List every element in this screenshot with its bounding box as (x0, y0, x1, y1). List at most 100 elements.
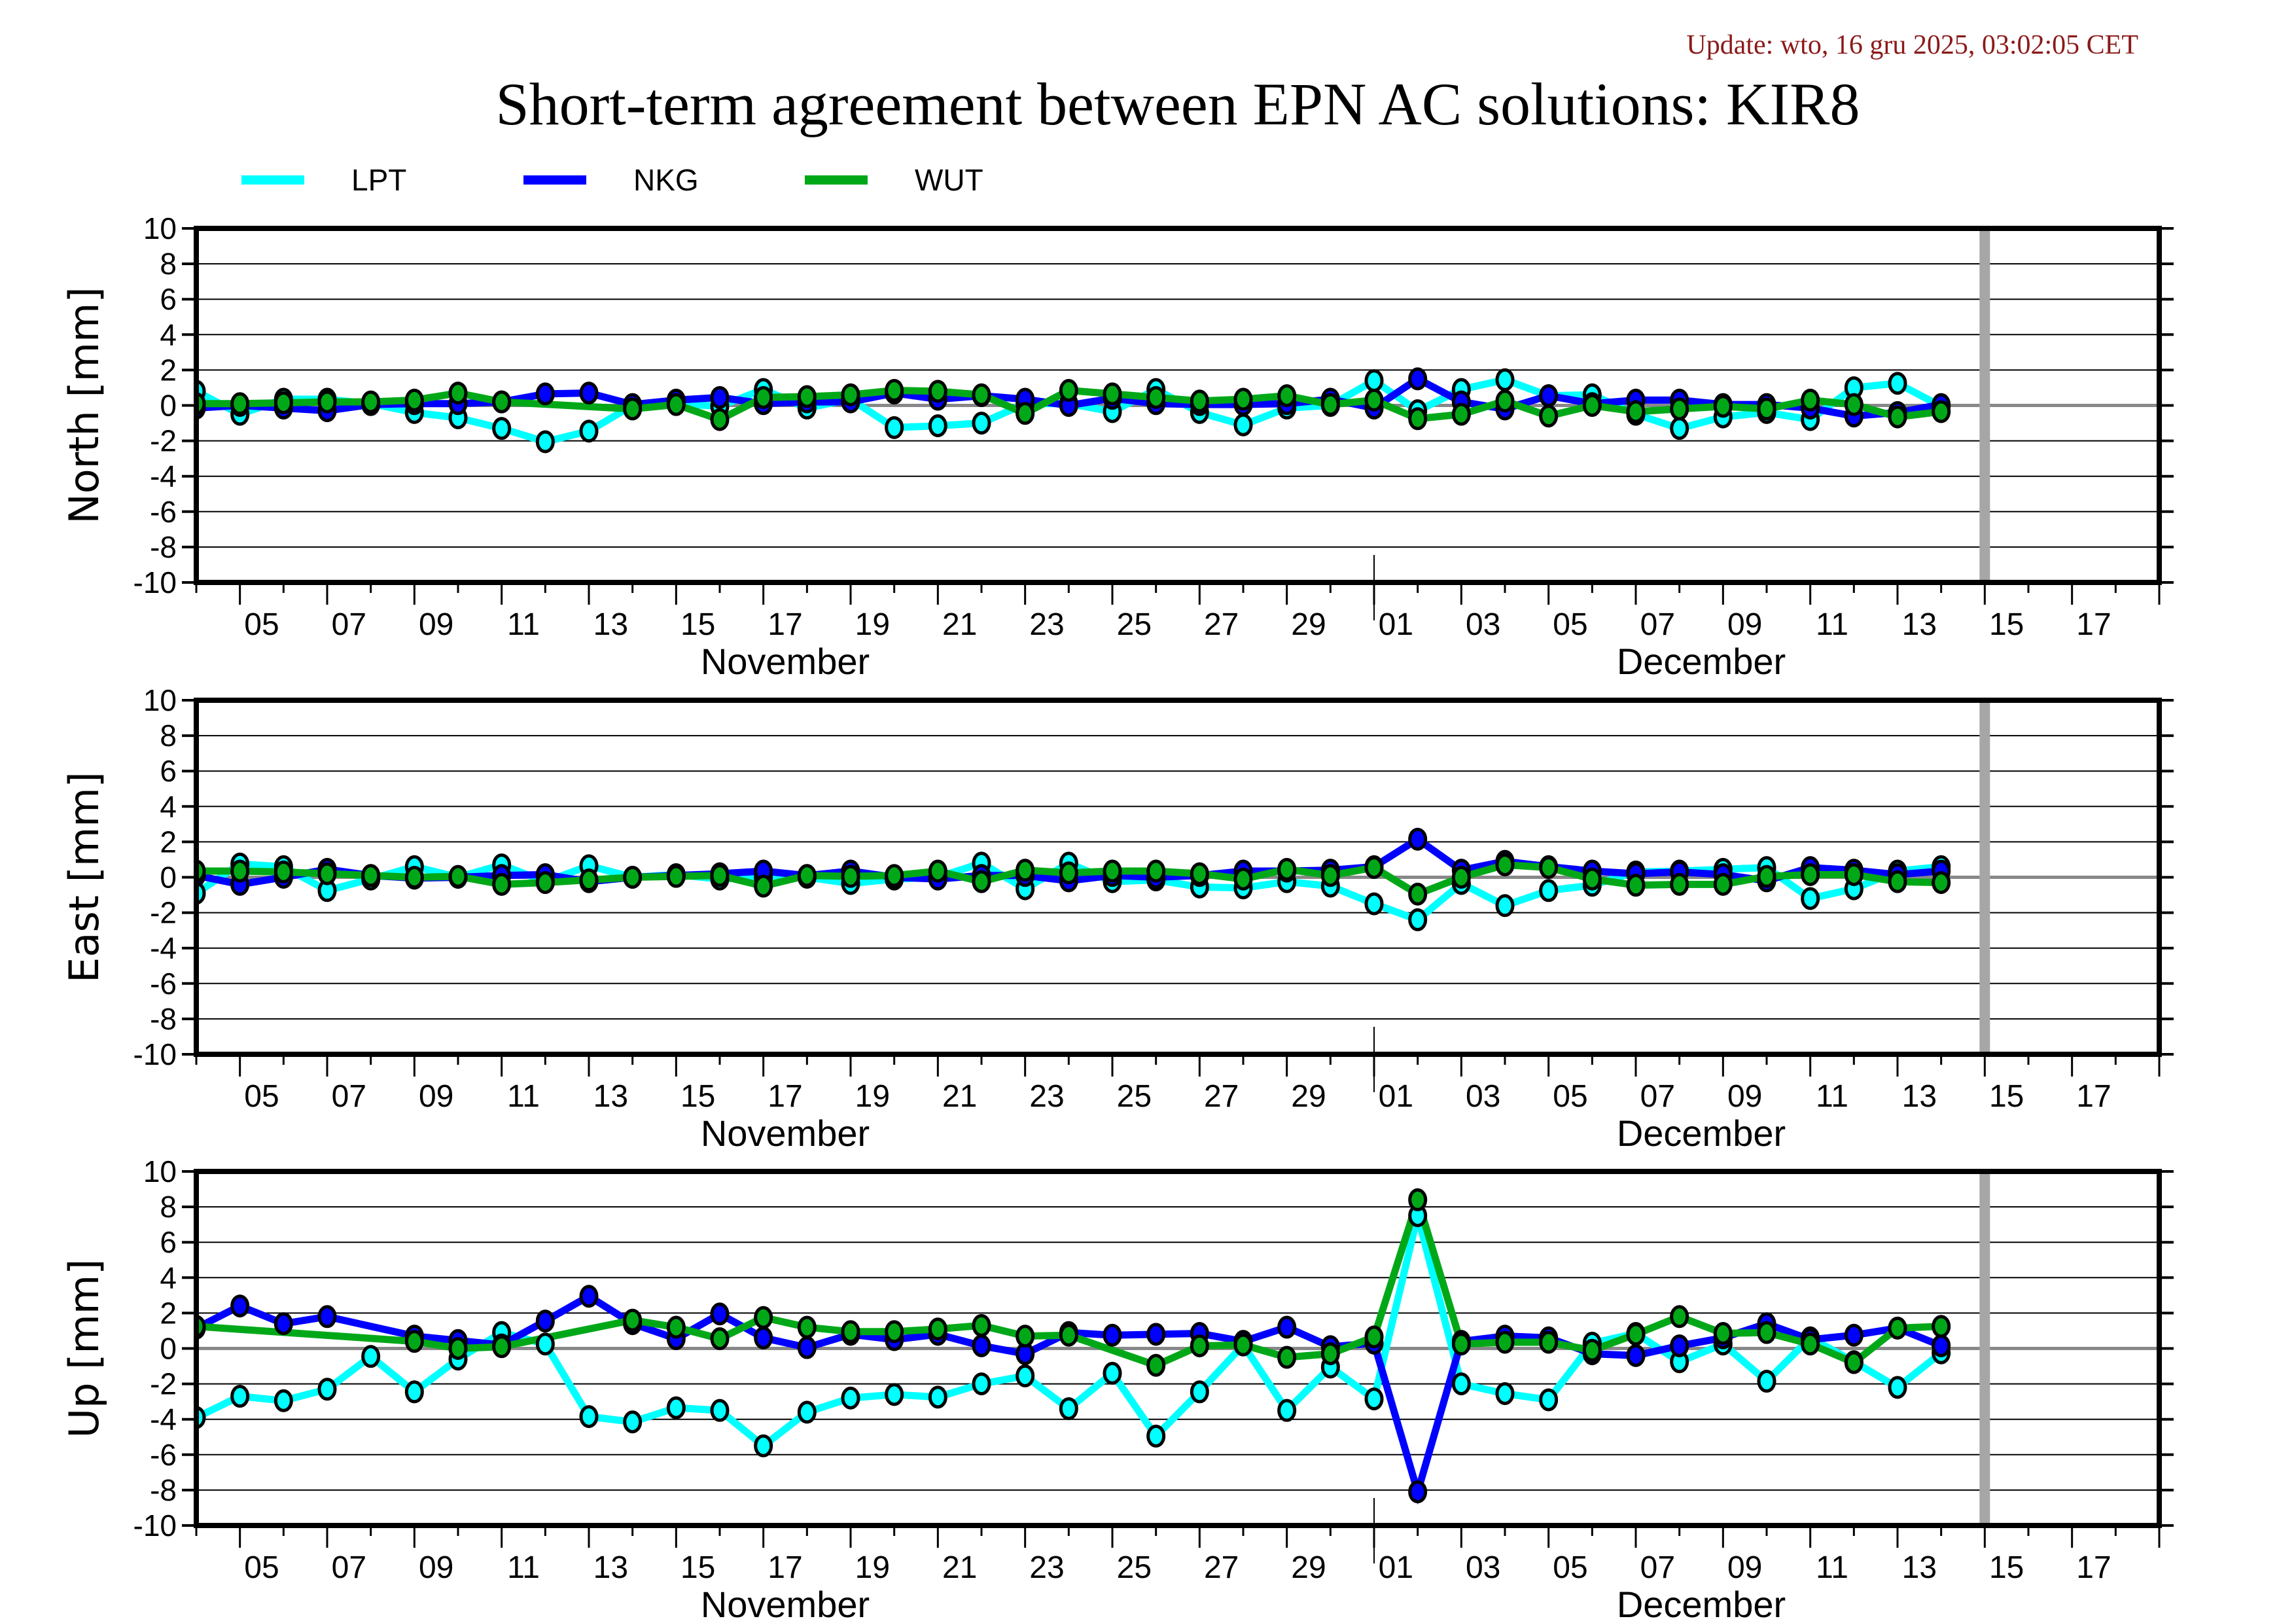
x-tick-label: 17 (768, 607, 802, 642)
data-point-lpt (1059, 1397, 1078, 1420)
data-point-nkg (535, 1310, 555, 1333)
data-point-nkg (1844, 1323, 1863, 1347)
data-point-wut (404, 866, 424, 889)
x-tick-label: 27 (1204, 1550, 1239, 1585)
data-point-wut (1408, 1188, 1428, 1211)
data-point-wut (1059, 861, 1078, 885)
data-point-wut (1016, 859, 1035, 882)
x-tick-label: 13 (1902, 607, 1937, 642)
y-tick-label: 8 (160, 1190, 177, 1224)
data-point-wut (1146, 859, 1166, 883)
data-point-wut (448, 382, 468, 405)
data-point-wut (1451, 402, 1471, 426)
data-point-lpt (1670, 417, 1689, 440)
data-point-wut (492, 390, 512, 414)
x-tick-label: 07 (332, 1079, 366, 1114)
data-point-wut (274, 860, 293, 883)
x-tick-label: 09 (419, 607, 453, 642)
y-tick-label: -4 (150, 459, 177, 493)
data-point-wut (1495, 389, 1515, 413)
x-tick-label: 19 (855, 1079, 890, 1114)
y-tick-label: 2 (160, 825, 177, 859)
x-tick-label: 15 (1989, 1550, 2024, 1585)
data-point-wut (1277, 1346, 1297, 1369)
data-point-wut (885, 1320, 904, 1344)
data-point-wut (492, 1335, 512, 1359)
data-point-nkg (972, 1334, 991, 1357)
x-tick-label: 09 (1727, 1079, 1762, 1114)
x-tick-label: 23 (1029, 1550, 1064, 1585)
data-point-wut (448, 1337, 468, 1360)
data-point-lpt (1451, 1372, 1471, 1396)
x-tick-label: 25 (1117, 1550, 1152, 1585)
plot-frame (194, 698, 2162, 1057)
data-point-wut (797, 385, 817, 408)
data-point-lpt (710, 1399, 730, 1422)
data-point-wut (1277, 384, 1297, 408)
data-point-wut (1757, 397, 1776, 421)
data-point-wut (1626, 1323, 1646, 1346)
data-point-wut (972, 383, 991, 406)
y-tick-label: -4 (150, 1402, 177, 1436)
x-tick-label: 25 (1117, 607, 1152, 642)
data-point-wut (885, 379, 904, 402)
data-point-nkg (1932, 1334, 1951, 1357)
y-tick-label: 4 (160, 317, 177, 351)
x-tick-label: 05 (244, 607, 279, 642)
data-point-wut (1713, 395, 1733, 418)
y-axis-label: North [mm] (60, 287, 108, 524)
data-point-wut (404, 388, 424, 412)
data-point-wut (841, 1320, 860, 1344)
x-tick-label: 03 (1466, 1079, 1500, 1114)
month-label: December (1617, 1113, 1786, 1154)
data-point-wut (841, 383, 860, 406)
x-tick-label: 09 (1727, 607, 1762, 642)
y-tick-label: 8 (160, 247, 177, 281)
data-point-lpt (972, 1372, 991, 1396)
x-tick-label: 11 (507, 1550, 540, 1585)
y-tick-label: 10 (143, 683, 177, 717)
data-point-wut (1408, 882, 1428, 906)
x-tick-label: 23 (1029, 607, 1064, 642)
series-line-wut (196, 1187, 1941, 1370)
data-point-wut (1495, 1330, 1515, 1354)
data-point-wut (1582, 1338, 1602, 1362)
data-point-wut (1016, 402, 1035, 425)
x-tick-label: 05 (1553, 1550, 1587, 1585)
data-point-lpt (1103, 1361, 1122, 1385)
data-point-wut (928, 380, 947, 403)
x-tick-label: 19 (855, 607, 890, 642)
x-tick-label: 05 (1553, 1079, 1587, 1114)
data-point-wut (1888, 405, 1907, 429)
data-point-wut (666, 1315, 686, 1339)
data-point-wut (1233, 1333, 1253, 1357)
y-tick-label: -8 (150, 530, 177, 564)
x-tick-label: 01 (1379, 1079, 1413, 1114)
data-point-wut (1364, 856, 1384, 880)
data-point-wut (1146, 385, 1166, 409)
data-point-lpt (885, 1383, 904, 1406)
data-point-lpt (230, 1385, 250, 1408)
data-point-wut (317, 390, 337, 414)
data-point-wut (1190, 1334, 1209, 1357)
y-tick-label: -10 (133, 1037, 177, 1071)
data-point-wut (972, 870, 991, 893)
y-tick-label: 4 (160, 789, 177, 823)
data-point-lpt (1016, 1364, 1035, 1387)
x-tick-label: 29 (1291, 1079, 1326, 1114)
data-point-lpt (1408, 908, 1428, 931)
data-point-wut (1233, 867, 1253, 891)
data-point-lpt (885, 416, 904, 439)
y-tick-label: 6 (160, 1225, 177, 1259)
y-axis-label: Up [mm] (60, 1259, 108, 1438)
x-tick-label: 05 (244, 1550, 279, 1585)
x-tick-label: 07 (1640, 1079, 1675, 1114)
y-tick-label: 6 (160, 282, 177, 316)
data-point-lpt (1539, 1388, 1559, 1412)
data-point-nkg (230, 1294, 250, 1318)
x-tick-label: 01 (1379, 607, 1413, 642)
data-point-wut (404, 1330, 424, 1353)
